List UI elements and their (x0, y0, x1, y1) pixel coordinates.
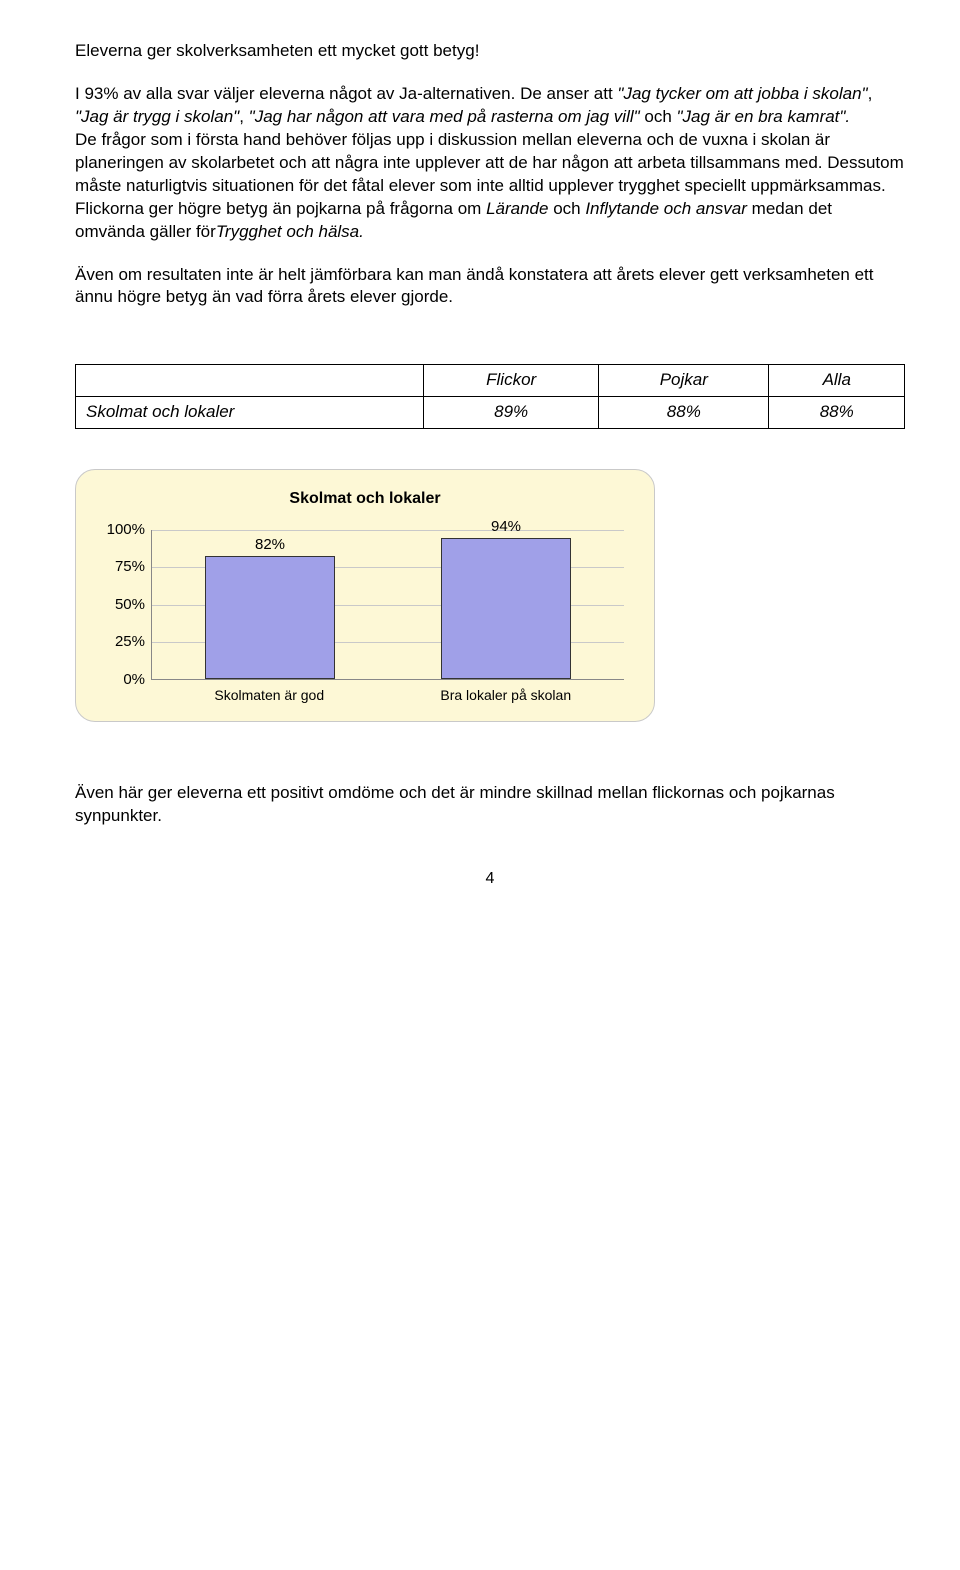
table-blank-cell (76, 365, 424, 397)
table-row: Skolmat och lokaler 89% 88% 88% (76, 397, 905, 429)
chart-bar-value-label: 82% (255, 535, 285, 555)
summary-table-wrap: Flickor Pojkar Alla Skolmat och lokaler … (75, 364, 905, 429)
paragraph-3: De frågor som i första hand behöver följ… (75, 129, 905, 198)
p2-quote1: "Jag tycker om att jobba i skolan" (617, 84, 867, 103)
p2-mid3: och (640, 107, 677, 126)
p2-quote3: "Jag har någon att vara med på rasterna … (249, 107, 640, 126)
table-row: Flickor Pojkar Alla (76, 365, 905, 397)
paragraph-1: Eleverna ger skolverksamheten ett mycket… (75, 40, 905, 63)
table-cell: 88% (769, 397, 905, 429)
p4-i1: Lärande (486, 199, 548, 218)
p2-mid1: , (868, 84, 873, 103)
chart-x-label: Bra lokaler på skolan (388, 686, 625, 705)
table-rowhead: Skolmat och lokaler (76, 397, 424, 429)
table-header-flickor: Flickor (424, 365, 599, 397)
chart-x-labels: Skolmaten är godBra lokaler på skolan (151, 686, 624, 705)
paragraph-6: Även här ger eleverna ett positivt omdöm… (75, 782, 905, 828)
paragraph-2: I 93% av alla svar väljer eleverna något… (75, 83, 905, 129)
p4-i2: Inflytande och ansvar (585, 199, 747, 218)
table-cell: 89% (424, 397, 599, 429)
p2-mid2: , (239, 107, 248, 126)
chart-title: Skolmat och lokaler (96, 488, 634, 510)
chart-ytick-label: 50% (97, 595, 145, 615)
paragraph-5: Även om resultaten inte är helt jämförba… (75, 264, 905, 310)
summary-table: Flickor Pojkar Alla Skolmat och lokaler … (75, 364, 905, 429)
p4-pre: Flickorna ger högre betyg än pojkarna på… (75, 199, 486, 218)
p2-quote4: "Jag är en bra kamrat". (677, 107, 851, 126)
paragraph-4: Flickorna ger högre betyg än pojkarna på… (75, 198, 905, 244)
chart-x-label: Skolmaten är god (151, 686, 388, 705)
p4-mid1: och (548, 199, 585, 218)
chart-gridline (152, 530, 624, 531)
table-header-alla: Alla (769, 365, 905, 397)
table-cell: 88% (599, 397, 769, 429)
chart-ytick-label: 0% (97, 670, 145, 690)
page-number: 4 (75, 868, 905, 890)
chart-bar-slot: 82% (152, 556, 388, 679)
chart-bar: 82% (205, 556, 335, 679)
table-header-pojkar: Pojkar (599, 365, 769, 397)
chart-card: Skolmat och lokaler 0% 25% 50% 75% 100% 82% 94… (75, 469, 655, 721)
p2-prefix: I 93% av alla svar väljer eleverna något… (75, 84, 617, 103)
p4-i3: Trygghet och hälsa. (216, 222, 364, 241)
chart-ytick-label: 75% (97, 557, 145, 577)
chart-bar-value-label: 94% (491, 517, 521, 537)
chart-ytick-label: 25% (97, 632, 145, 652)
chart-bar-slot: 94% (388, 538, 624, 679)
chart-ytick-label: 100% (97, 520, 145, 540)
chart-plot: 0%25%50%75%100%82%94% (151, 530, 624, 680)
p2-quote2: "Jag är trygg i skolan" (75, 107, 239, 126)
chart-bar: 94% (441, 538, 571, 679)
